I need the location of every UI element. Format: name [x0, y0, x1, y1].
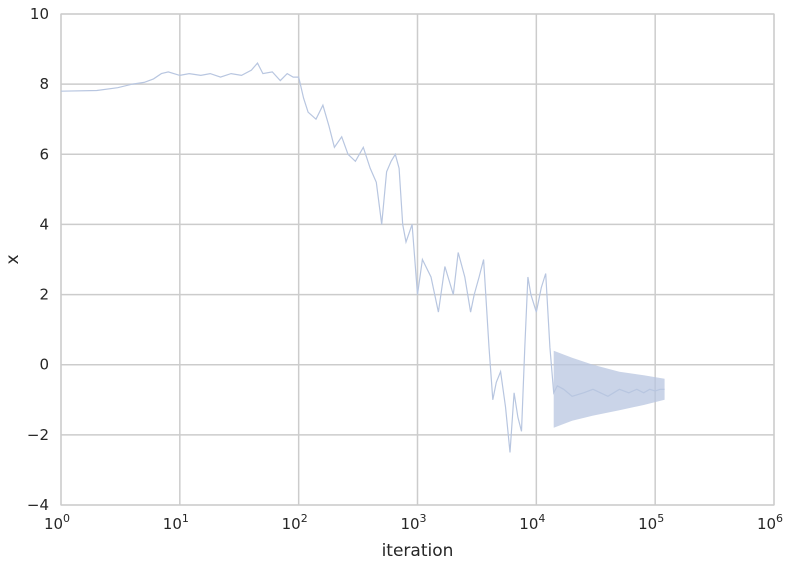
y-tick-label: 4 [39, 215, 49, 233]
y-tick-label: 6 [39, 145, 49, 163]
y-tick-label: 10 [30, 5, 49, 23]
grid [60, 13, 775, 506]
x-axis-label: iteration [382, 541, 454, 561]
x-tick-exponent: 2 [301, 512, 308, 525]
x-tick-exponent: 4 [538, 512, 545, 525]
y-tick-label: −4 [27, 496, 49, 514]
x-tick-label: 101 [163, 512, 189, 533]
x-tick-base: 10 [757, 515, 776, 533]
series-line [60, 62, 665, 453]
x-tick-exponent: 3 [420, 512, 427, 525]
y-tick-label: 0 [39, 356, 49, 374]
x-tick-exponent: 5 [657, 512, 664, 525]
x-tick-base: 10 [519, 515, 538, 533]
x-tick-labels: 100 101 102 103 104 105 106 [44, 512, 783, 533]
x-tick-exponent: 0 [63, 512, 70, 525]
x-tick-label: 100 [44, 512, 70, 533]
x-tick-base: 10 [400, 515, 419, 533]
y-tick-label: 2 [39, 286, 49, 304]
series-envelope-band [553, 350, 665, 428]
x-tick-exponent: 6 [776, 512, 783, 525]
x-tick-base: 10 [44, 515, 63, 533]
x-tick-label: 106 [757, 512, 783, 533]
y-tick-labels: −4 −2 0 2 4 6 8 10 [27, 5, 49, 514]
x-tick-base: 10 [282, 515, 301, 533]
x-tick-base: 10 [638, 515, 657, 533]
x-tick-label: 103 [400, 512, 426, 533]
x-tick-label: 102 [282, 512, 308, 533]
x-tick-label: 105 [638, 512, 664, 533]
x-tick-base: 10 [163, 515, 182, 533]
x-tick-exponent: 1 [182, 512, 189, 525]
x-tick-label: 104 [519, 512, 545, 533]
series-envelope [553, 350, 665, 428]
series-line-group [60, 62, 665, 453]
y-axis-label: x [3, 254, 23, 264]
plot-frame [60, 13, 775, 506]
y-tick-label: −2 [27, 426, 49, 444]
y-tick-label: 8 [39, 75, 49, 93]
